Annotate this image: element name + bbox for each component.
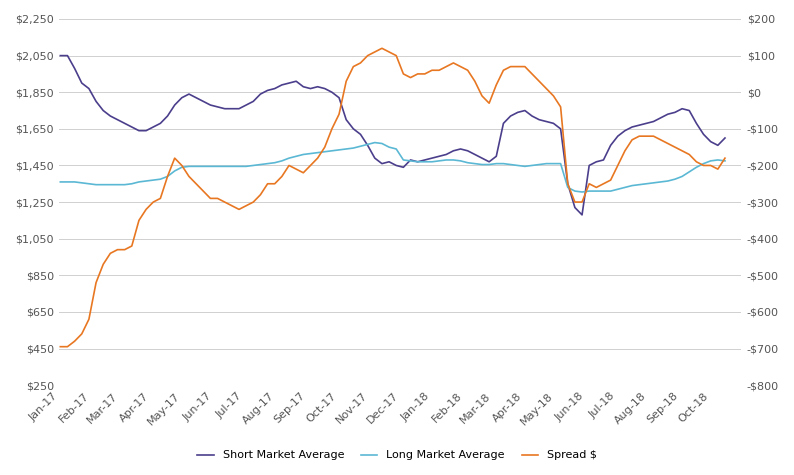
Line: Short Market Average: Short Market Average bbox=[60, 56, 725, 215]
Legend: Short Market Average, Long Market Average, Spread $: Short Market Average, Long Market Averag… bbox=[193, 446, 601, 465]
Line: Spread $: Spread $ bbox=[60, 48, 725, 347]
Line: Long Market Average: Long Market Average bbox=[60, 142, 725, 192]
